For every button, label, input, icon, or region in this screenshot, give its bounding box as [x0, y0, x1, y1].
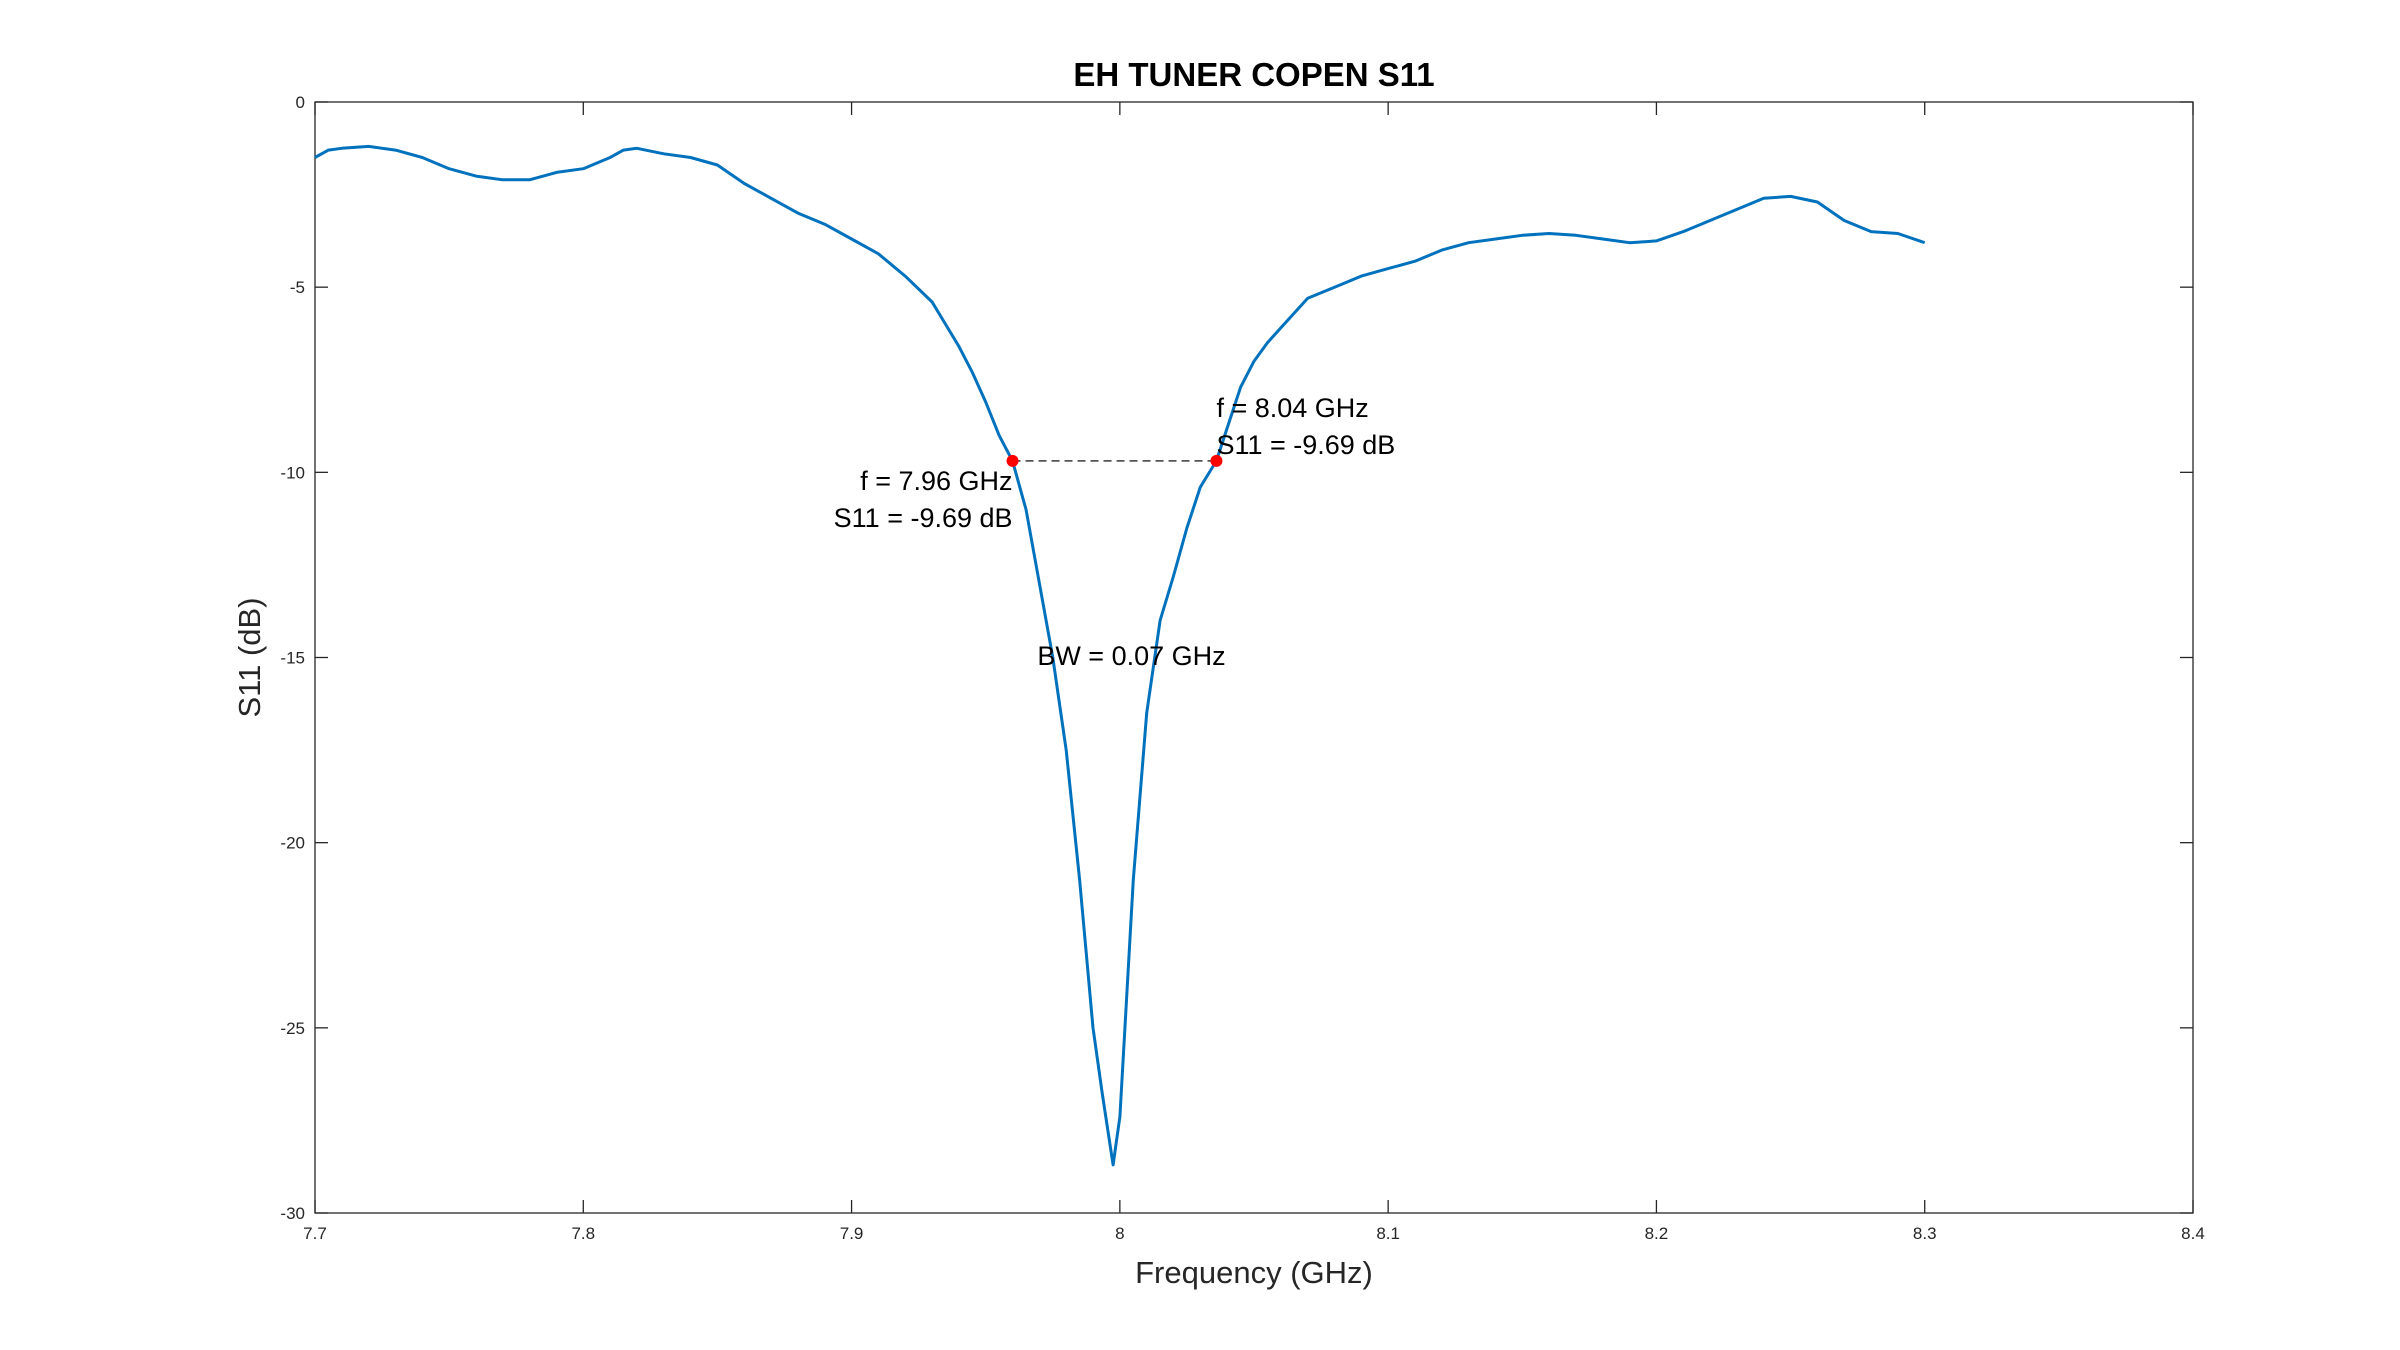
- x-axis-label: Frequency (GHz): [1135, 1255, 1373, 1290]
- x-tick-label: 7.9: [840, 1224, 864, 1243]
- plot-area: [314, 101, 2194, 1214]
- x-tick-label: 8: [1115, 1224, 1124, 1243]
- x-tick-label: 8.4: [2181, 1224, 2205, 1243]
- y-tick-label: -5: [290, 278, 305, 297]
- y-tick-label: 0: [296, 93, 305, 112]
- annotation-bandwidth: BW = 0.07 GHz: [1037, 641, 1225, 671]
- y-tick-label: -30: [280, 1204, 305, 1223]
- x-tick-label: 8.3: [1913, 1224, 1937, 1243]
- ticks-layer: 7.7 7.8 7.9 8 8.1 8.2 8.3 8.4 0 -5 -10 -15 -20 -25 -30: [280, 93, 2204, 1243]
- y-tick-label: -20: [280, 834, 305, 853]
- marker-point-left: [1006, 454, 1019, 467]
- x-tick-label: 8.1: [1376, 1224, 1400, 1243]
- y-axis-label: S11 (dB): [232, 597, 267, 717]
- y-tick-label: -15: [280, 649, 305, 668]
- y-tick-label: -10: [280, 463, 305, 482]
- annotation-left-s11: S11 = -9.69 dB: [834, 503, 1013, 533]
- data-layer: [314, 144, 1926, 1167]
- x-tick-label: 7.7: [303, 1224, 327, 1243]
- x-tick-label: 7.8: [571, 1224, 595, 1243]
- chart-title: EH TUNER COPEN S11: [1073, 56, 1434, 93]
- annotation-left-frequency: f = 7.96 GHz: [860, 466, 1012, 496]
- marker-point-right: [1210, 454, 1223, 467]
- x-tick-label: 8.2: [1645, 1224, 1669, 1243]
- annotation-right-frequency: f = 8.04 GHz: [1216, 393, 1368, 423]
- s11-series-line: [314, 144, 1926, 1167]
- y-tick-label: -25: [280, 1019, 305, 1038]
- annotation-right-s11: S11 = -9.69 dB: [1216, 430, 1395, 460]
